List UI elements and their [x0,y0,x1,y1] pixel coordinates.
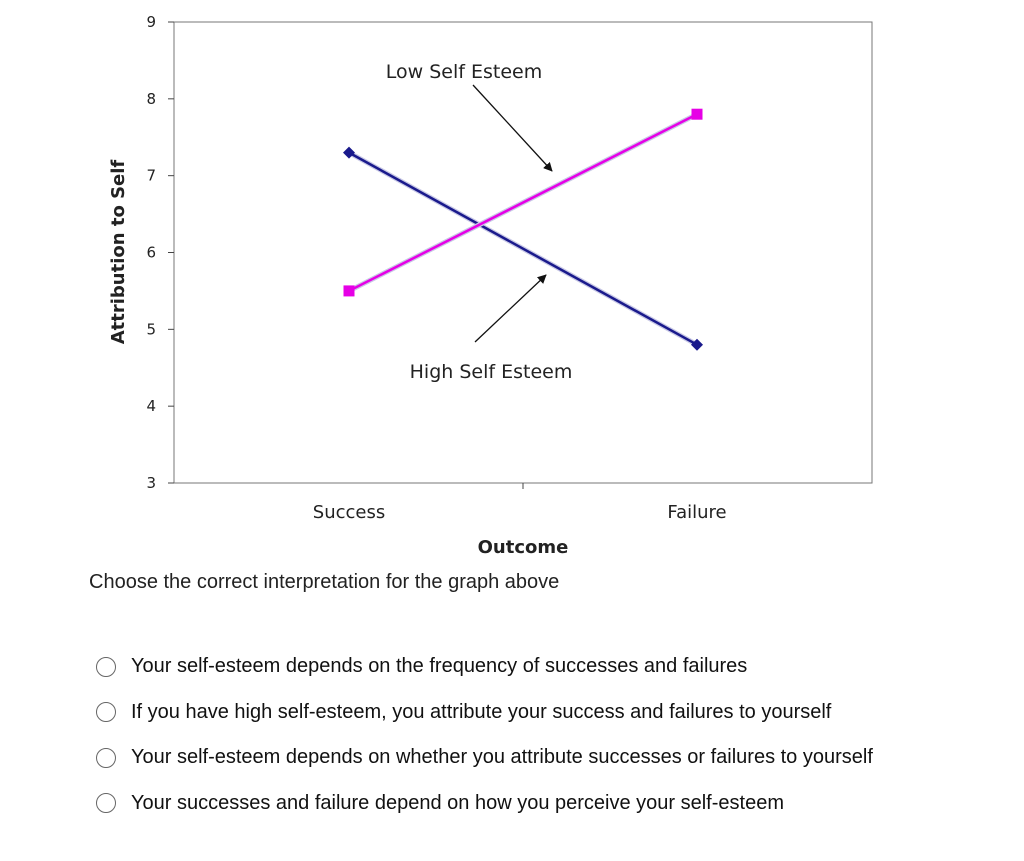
annotation-low-self-esteem: Low Self Esteem [386,61,542,83]
option-text: Your self-esteem depends on whether you … [131,746,873,769]
annotation-arrow-high [474,274,547,343]
answer-option-1[interactable]: Your self-esteem depends on the frequenc… [96,644,873,690]
y-tick-label: 7 [146,167,156,185]
option-text: If you have high self-esteem, you attrib… [131,700,832,723]
series-1-point-0 [343,285,355,297]
answer-option-3[interactable]: Your self-esteem depends on whether you … [96,735,873,781]
x-category-label-success: Success [313,502,385,523]
radio-button[interactable] [96,793,116,814]
question-prompt: Choose the correct interpretation for th… [89,571,560,593]
annotation-arrow-low [472,84,553,172]
annotation-high-self-esteem: High Self Esteem [410,361,573,383]
series-0-point-0 [343,146,355,159]
answer-option-2[interactable]: If you have high self-esteem, you attrib… [96,690,873,736]
radio-button[interactable] [96,656,116,677]
y-tick-label: 4 [146,397,156,415]
x-category-label-failure: Failure [667,502,726,523]
series-0-line [348,151,698,346]
option-text: Your self-esteem depends on the frequenc… [131,655,748,678]
radio-button[interactable] [96,747,116,768]
option-text: Your successes and failure depend on how… [131,791,784,814]
series-1-point-1 [691,108,703,120]
y-tick-label: 9 [146,13,156,31]
y-tick-label: 5 [146,320,156,338]
y-axis-title: Attribution to Self [108,160,129,345]
answer-option-4[interactable]: Your successes and failure depend on how… [96,781,873,827]
plot-area [173,21,873,484]
y-tick-label: 3 [146,474,156,492]
radio-button[interactable] [96,702,116,723]
series-0-point-1 [691,338,703,351]
y-tick-label: 8 [146,90,156,108]
y-axis: 3 4 5 6 7 8 9 [146,13,174,492]
line-chart: 3 4 5 6 7 8 9 Success Failure Outcome Attribut… [108,13,873,558]
series-layer [343,108,703,351]
answer-options: Your self-esteem depends on the frequenc… [96,644,873,826]
x-axis-title: Outcome [478,537,569,558]
y-tick-label: 6 [146,244,156,262]
series-1-line [348,113,698,293]
